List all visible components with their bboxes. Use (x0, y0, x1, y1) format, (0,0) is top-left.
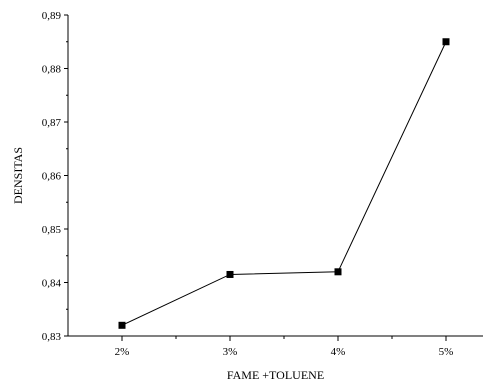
x-ticks: 2% 3% 4% 5% (115, 336, 454, 358)
x-tick-label: 4% (331, 346, 346, 358)
y-tick-label: 0,89 (42, 10, 62, 22)
x-tick-label: 3% (223, 346, 238, 358)
y-axis-label: DENSITAS (11, 147, 25, 204)
y-tick-label: 0,83 (42, 331, 62, 343)
data-point (334, 268, 342, 276)
data-point (226, 270, 234, 278)
x-tick-label: 5% (439, 346, 454, 358)
y-ticks: 0,83 0,84 0,85 0,86 0,87 0,88 0,89 (42, 10, 68, 343)
y-tick-label: 0,85 (42, 224, 62, 236)
data-point (118, 321, 126, 329)
series (118, 38, 450, 329)
y-tick-label: 0,84 (42, 278, 62, 290)
series-line (121, 41, 447, 326)
data-point (442, 38, 450, 46)
y-tick-label: 0,88 (42, 64, 62, 76)
x-tick-label: 2% (115, 346, 130, 358)
x-axis-label: FAME +TOLUENE (227, 368, 324, 382)
axes (67, 15, 483, 337)
y-tick-label: 0,86 (42, 171, 62, 183)
y-tick-label: 0,87 (42, 117, 62, 129)
